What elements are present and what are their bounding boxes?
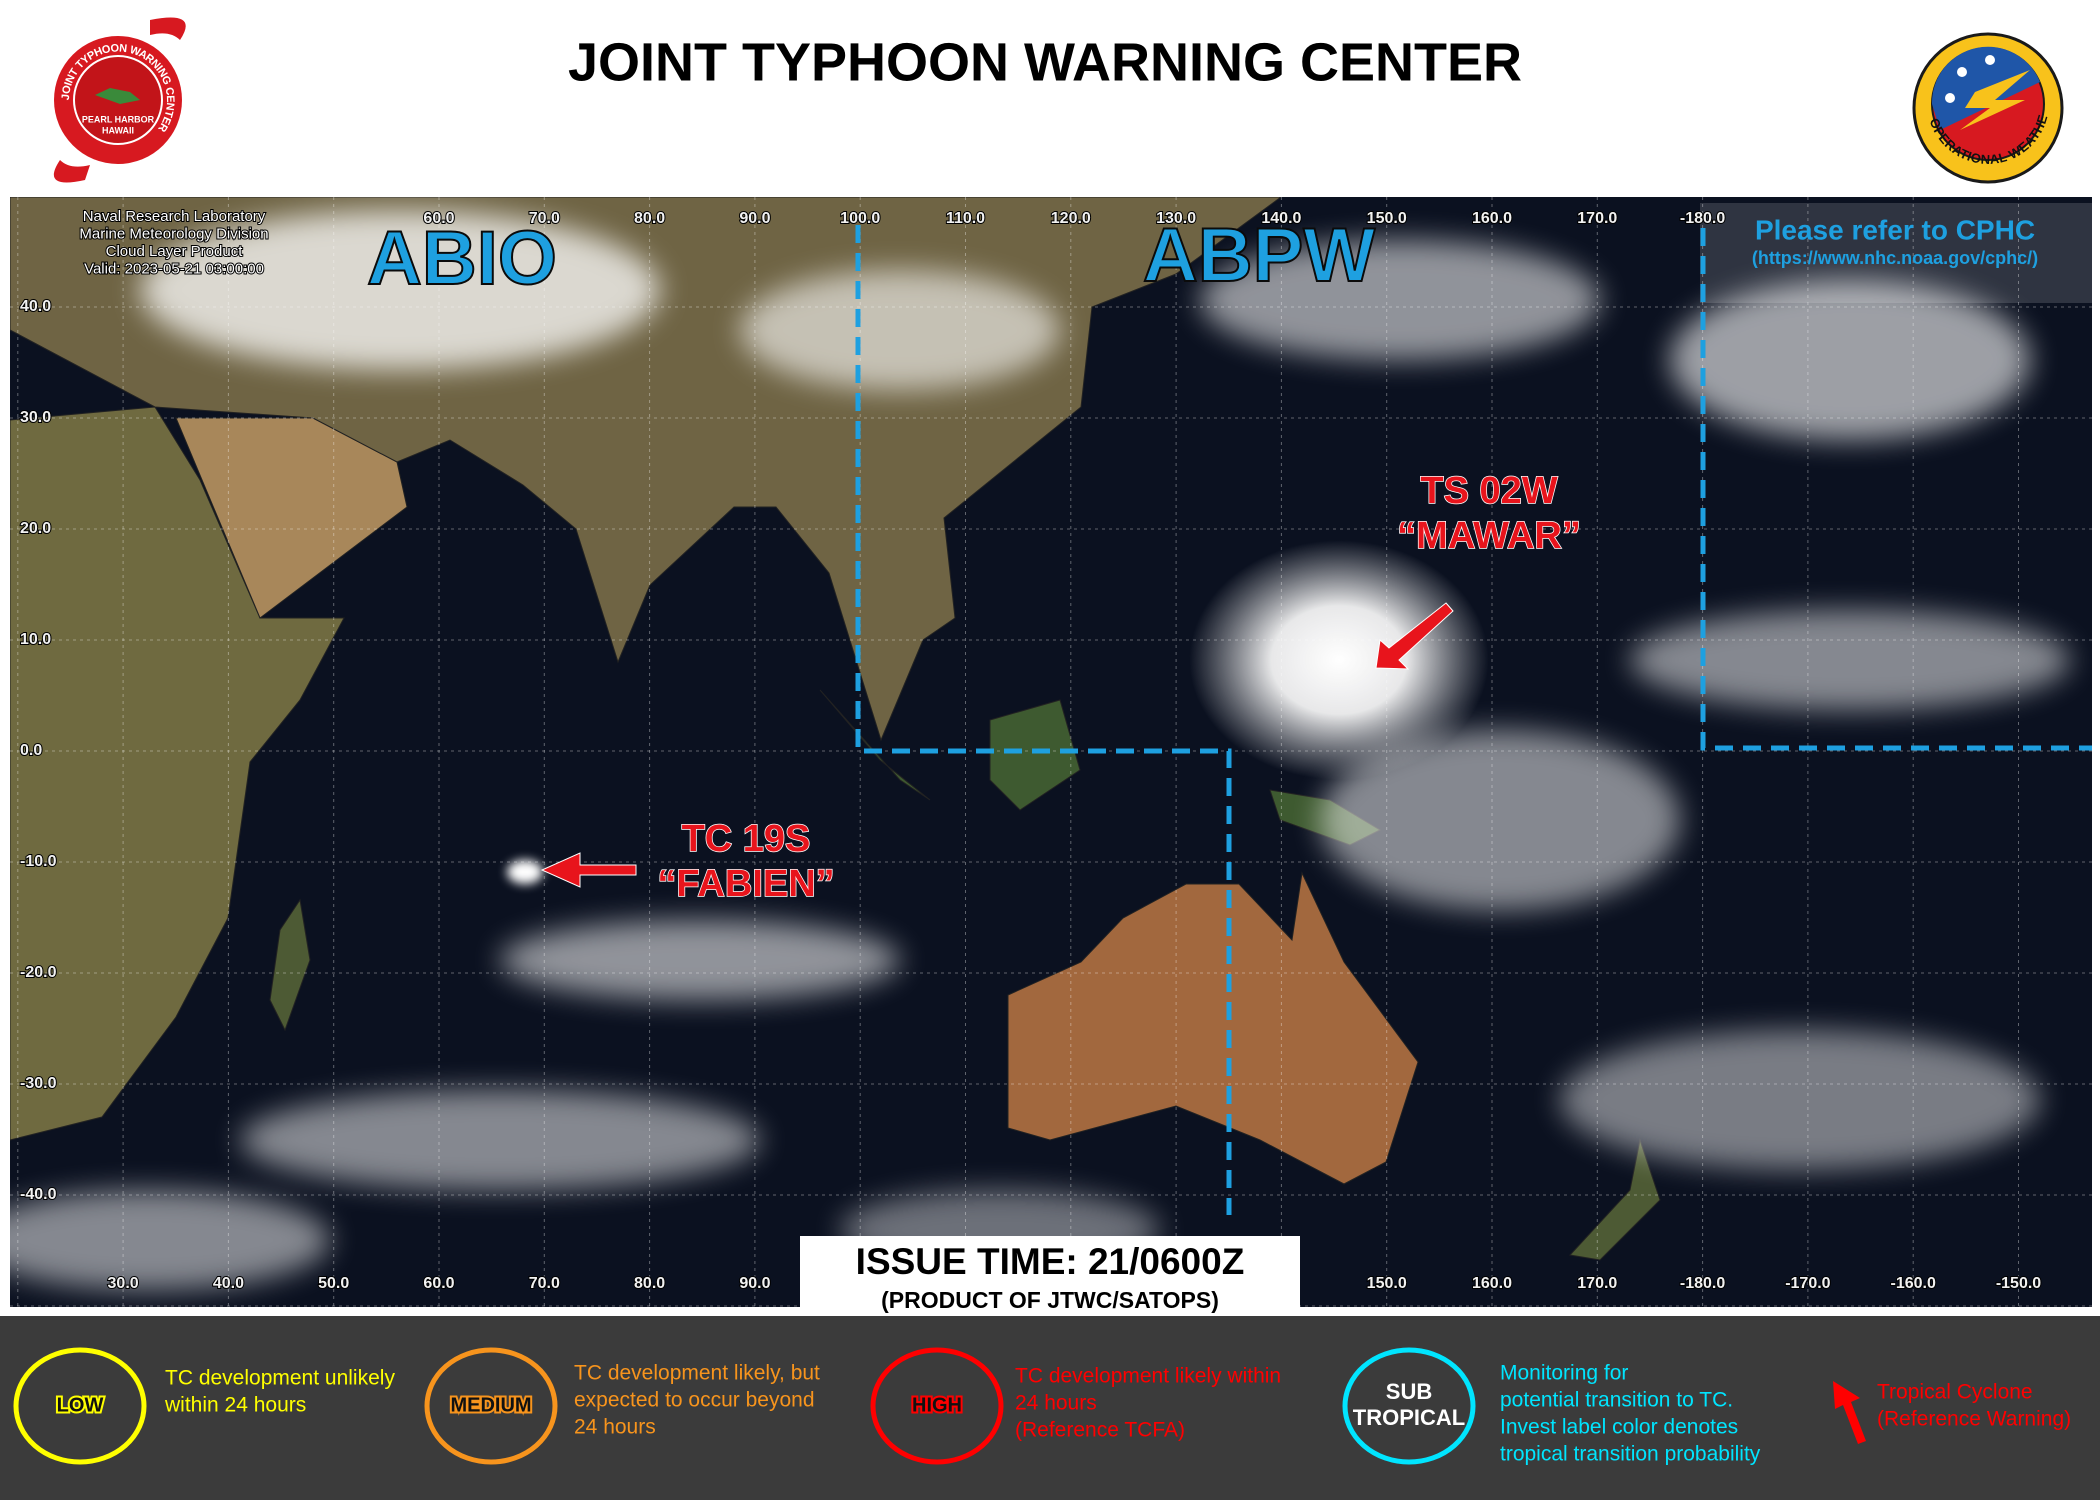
logo-star xyxy=(1945,93,1955,103)
lat-label: -40.0 xyxy=(20,1186,57,1203)
lon-label: 160.0 xyxy=(1472,210,1512,227)
lon-label: -180.0 xyxy=(1680,1275,1725,1292)
lat-label: 0.0 xyxy=(20,742,42,759)
lon-label: 60.0 xyxy=(423,1275,454,1292)
legend-badge-text: TROPICAL xyxy=(1353,1405,1465,1430)
issue-time: ISSUE TIME: 21/0600Z xyxy=(856,1241,1245,1282)
lon-label: -180.0 xyxy=(1680,210,1725,227)
lon-label: 150.0 xyxy=(1367,1275,1407,1292)
legend-text: TC development likely, but xyxy=(574,1362,820,1385)
lon-label: 90.0 xyxy=(739,1275,770,1292)
storm-name: “MAWAR” xyxy=(1397,515,1581,557)
legend-text: tropical transition probability xyxy=(1500,1443,1761,1466)
legend-text: (Reference Warning) xyxy=(1877,1408,2071,1431)
lon-label: 130.0 xyxy=(1156,210,1196,227)
legend-text: 24 hours xyxy=(1015,1392,1097,1415)
storm-arrow xyxy=(540,852,637,888)
logo-swirl xyxy=(53,17,186,183)
cphc-url: (https://www.nhc.noaa.gov/cphc/) xyxy=(1752,248,2038,268)
lon-label: 30.0 xyxy=(108,1275,139,1292)
cphc-box xyxy=(1700,203,2092,303)
lon-label: 140.0 xyxy=(1261,210,1301,227)
lat-label: 10.0 xyxy=(20,631,51,648)
legend-text: potential transition to TC. xyxy=(1500,1389,1733,1412)
logo-place: PEARL HARBOR xyxy=(82,114,155,124)
lon-label: 120.0 xyxy=(1051,210,1091,227)
storm-name: “FABIEN” xyxy=(657,863,834,905)
lon-label: 170.0 xyxy=(1577,210,1617,227)
source-line: Naval Research Laboratory xyxy=(83,208,266,225)
legend-text: TC development likely within xyxy=(1015,1365,1281,1388)
lon-label: 80.0 xyxy=(634,1275,665,1292)
legend-badge-text: LOW xyxy=(57,1394,104,1416)
lon-label: 70.0 xyxy=(529,1275,560,1292)
storm-label: TC 19S xyxy=(682,818,811,860)
region-label: ABPW xyxy=(1143,213,1375,298)
cyclone-cloud xyxy=(507,860,543,884)
issue-box xyxy=(800,1236,1300,1320)
legend-badge xyxy=(13,1347,147,1465)
lat-label: -30.0 xyxy=(20,1075,57,1092)
issue-product: (PRODUCT OF JTWC/SATOPS) xyxy=(881,1287,1219,1313)
legend-badge xyxy=(424,1347,558,1465)
lon-label: 40.0 xyxy=(213,1275,244,1292)
lat-label: -10.0 xyxy=(20,853,57,870)
lon-label: -170.0 xyxy=(1785,1275,1830,1292)
legend-badge-text: SUB xyxy=(1386,1379,1432,1404)
legend-badge xyxy=(870,1347,1004,1465)
lon-label: -150.0 xyxy=(1996,1275,2041,1292)
legend-badge-text: HIGH xyxy=(912,1394,962,1416)
lon-label: 90.0 xyxy=(739,210,770,227)
logo-star xyxy=(1957,67,1967,77)
page-title: JOINT TYPHOON WARNING CENTER xyxy=(568,32,1522,92)
source-line: Marine Meteorology Division xyxy=(79,225,268,242)
lon-label: 170.0 xyxy=(1577,1275,1617,1292)
legend-text: (Reference TCFA) xyxy=(1015,1419,1185,1442)
logo-star xyxy=(1985,55,1995,65)
source-line: Cloud Layer Product xyxy=(106,243,244,260)
typhoon-cloud xyxy=(1189,540,1489,780)
lon-label: 80.0 xyxy=(634,210,665,227)
lon-label: -160.0 xyxy=(1891,1275,1936,1292)
lon-label: 50.0 xyxy=(318,1275,349,1292)
legend-badge-text: MEDIUM xyxy=(450,1394,531,1416)
legend-text: Tropical Cyclone xyxy=(1877,1381,2033,1404)
legend-text: TC development unlikely xyxy=(165,1367,395,1390)
lon-label: 150.0 xyxy=(1367,210,1407,227)
map xyxy=(10,197,2092,1307)
lat-label: 20.0 xyxy=(20,520,51,537)
lon-label: 160.0 xyxy=(1472,1275,1512,1292)
logo-islands xyxy=(95,88,140,104)
aor-boundaries xyxy=(855,225,2092,1215)
storm-label: TS 02W xyxy=(1420,470,1557,512)
legend-bar xyxy=(0,1316,2100,1500)
region-label: ABIO xyxy=(367,216,557,301)
source-line: Valid: 2023-05-21 03:00:00 xyxy=(84,260,264,277)
legend-badge xyxy=(1342,1347,1476,1465)
storm-arrow xyxy=(1375,602,1454,670)
lon-label: 70.0 xyxy=(529,210,560,227)
legend-text: Invest label color denotes xyxy=(1500,1416,1738,1439)
legend-arrow xyxy=(1833,1381,1866,1444)
labels: 60.0 70.0 80.0 90.0 100.0 110.0 120.0 130.0 140.… xyxy=(13,207,2071,1466)
lat-label: -20.0 xyxy=(20,964,57,981)
logo-place: HAWAII xyxy=(102,125,134,135)
cphc-note: Please refer to CPHC xyxy=(1755,214,2035,245)
legend-text: 24 hours xyxy=(574,1416,656,1439)
logo-bolt xyxy=(1960,70,2030,130)
jtwc-logo: JOINT TYPHOON WARNING CENTER PEARL HARBO… xyxy=(53,17,186,183)
lon-label: 60.0 xyxy=(423,210,454,227)
legend-text: expected to occur beyond xyxy=(574,1389,815,1412)
clouds xyxy=(10,210,2070,1290)
lat-label: 30.0 xyxy=(20,409,51,426)
legend-text: within 24 hours xyxy=(164,1394,306,1417)
lat-label: 40.0 xyxy=(20,298,51,315)
lon-label: 100.0 xyxy=(840,210,880,227)
legend-text: Monitoring for xyxy=(1500,1362,1628,1385)
lon-label: 110.0 xyxy=(946,210,985,227)
